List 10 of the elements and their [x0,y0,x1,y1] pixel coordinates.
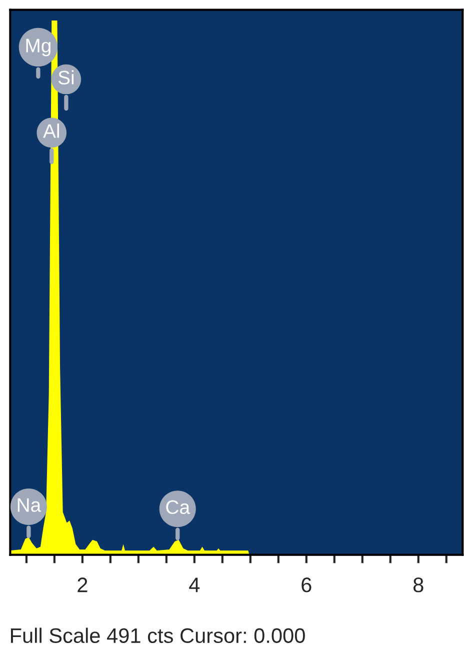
x-tick-label: 4 [189,578,200,592]
annotation: Si [58,70,74,84]
x-tick-label: 6 [302,578,312,592]
x-tick-label: 2 [78,578,88,592]
annotation: Na [18,498,42,512]
text: Full Scale 491 cts Cursor: 0.000 [10,628,305,644]
annotation: Mg [26,38,50,56]
x-tick-label: 8 [413,578,424,592]
annotation: Ca [166,500,190,514]
annotation: Al [43,124,59,138]
